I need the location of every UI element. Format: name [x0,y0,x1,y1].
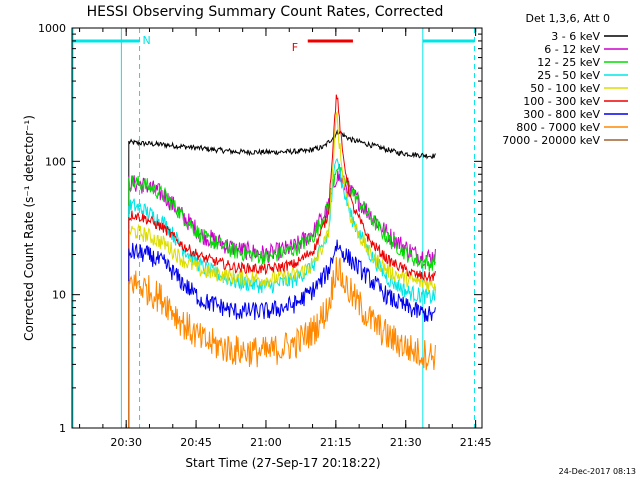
legend-label: 6 - 12 keV [544,43,600,56]
legend-label: 12 - 25 keV [537,56,600,69]
y-axis-label: Corrected Count Rate (s⁻¹ detector⁻¹) [22,115,36,341]
y-tick-label: 1000 [38,22,66,35]
x-axis-label: Start Time (27-Sep-17 20:18:22) [185,456,380,470]
timestamp-text: 24-Dec-2017 08:13 [559,467,636,476]
x-tick-label: 21:30 [390,436,422,449]
legend-label: 25 - 50 keV [537,69,600,82]
x-tick-label: 21:15 [320,436,352,449]
legend-label: 7000 - 20000 keV [502,134,600,147]
series-line [128,94,436,428]
y-tick-label: 10 [52,289,66,302]
series-line [128,170,436,428]
series-line [128,157,436,428]
plot-frame [71,27,483,429]
x-tick-label: 21:45 [460,436,492,449]
series-line [128,110,436,428]
flag-label: F [292,41,298,54]
legend-label: 100 - 300 keV [523,95,600,108]
y-tick-label: 1 [59,422,66,435]
legend-label: 800 - 7000 keV [516,121,600,134]
chart-title: HESSI Observing Summary Count Rates, Cor… [87,4,444,20]
series-line [128,256,436,428]
legend-header: Det 1,3,6, Att 0 [526,12,610,25]
series-line [128,163,436,428]
series-line [128,129,436,428]
legend-label: 300 - 800 keV [523,108,600,121]
legend-label: 3 - 6 keV [551,30,600,43]
series-line [128,239,436,428]
x-tick-label: 20:30 [110,436,142,449]
legend-label: 50 - 100 keV [530,82,600,95]
y-tick-label: 100 [45,155,66,168]
x-tick-label: 20:45 [180,436,212,449]
x-tick-label: 21:00 [250,436,282,449]
flag-label: N [143,34,151,47]
